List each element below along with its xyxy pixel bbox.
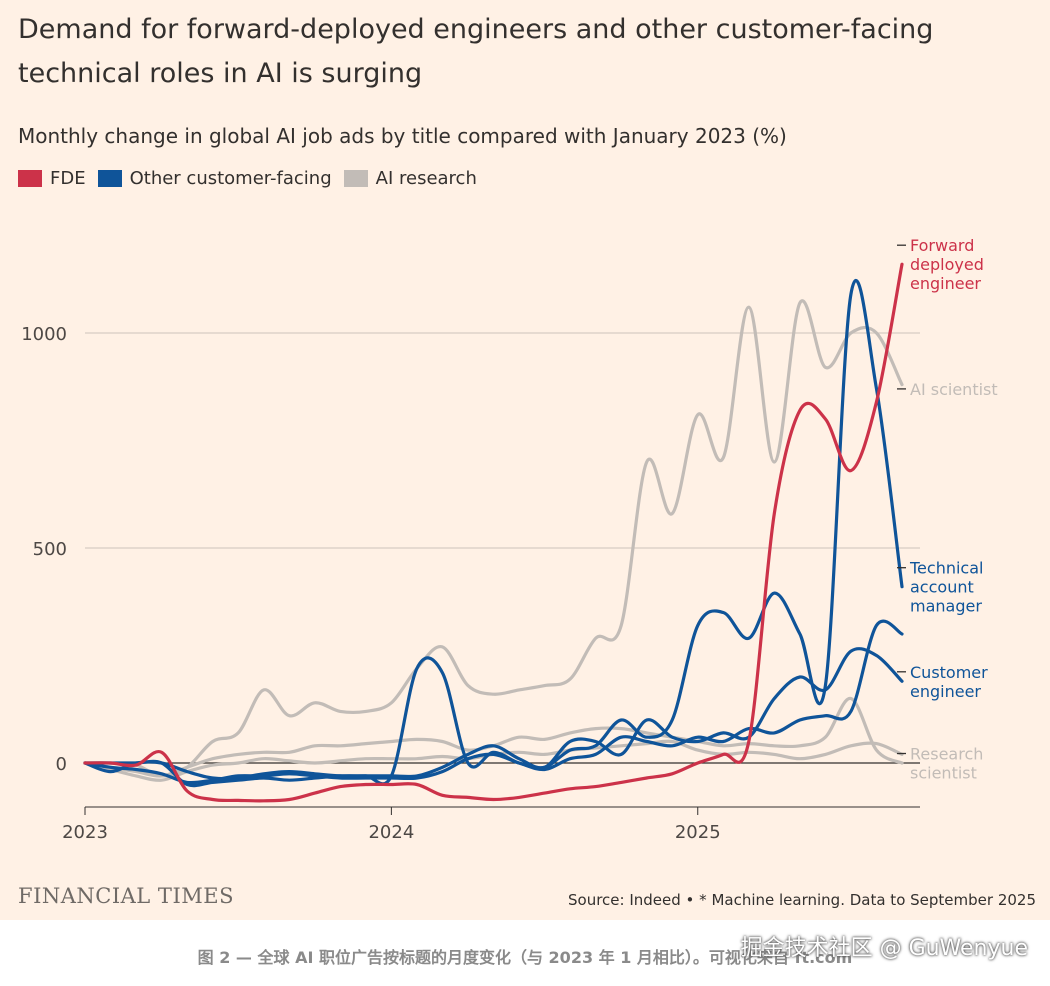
legend-swatch-customer-facing bbox=[97, 170, 122, 187]
legend-swatch-ai-research bbox=[343, 170, 368, 187]
legend-label-ai-research: AI research bbox=[375, 168, 477, 189]
series-label-customer-engineer: Customer engineer bbox=[910, 663, 988, 701]
legend-item-customer-facing: Other customer-facing bbox=[97, 168, 332, 189]
figure-caption: 图 2 — 全球 AI 职位广告按标题的月度变化（与 2023 年 1 月相比）… bbox=[197, 948, 853, 967]
ft-logo: FINANCIAL TIMES bbox=[18, 884, 234, 908]
line-chart: 0 500 1000 2023 2024 2025 Forward deployed engin… bbox=[21, 236, 998, 843]
series-line-ai-scientist bbox=[83, 299, 904, 778]
series-line-research-scientist bbox=[83, 696, 904, 778]
chart-subtitle: Monthly change in global AI job ads by t… bbox=[18, 124, 787, 148]
y-tick-label: 1000 bbox=[21, 324, 67, 345]
y-tick-label: 0 bbox=[56, 754, 67, 775]
chart-title: Demand for forward-deployed engineers an… bbox=[18, 14, 934, 89]
x-tick-label: 2023 bbox=[62, 822, 108, 843]
x-tick-label: 2025 bbox=[675, 822, 721, 843]
legend-label-fde: FDE bbox=[50, 168, 86, 189]
legend-item-fde: FDE bbox=[18, 168, 86, 189]
chart-card: Demand for forward-deployed engineers an… bbox=[0, 0, 1050, 920]
series-label-technical-account-manager: Technical account manager bbox=[909, 559, 983, 616]
series-label-research-scientist: Research scientist bbox=[910, 745, 983, 783]
series-label-forward-deployed-engineer: Forward deployed engineer bbox=[910, 236, 984, 293]
watermark: 掘金技术社区 @ GuWenyue bbox=[740, 936, 1028, 961]
legend: FDE Other customer-facing AI research bbox=[18, 168, 489, 189]
x-tick-label: 2024 bbox=[368, 822, 414, 843]
series-line-technical-account-manager bbox=[83, 278, 904, 786]
legend-item-ai-research: AI research bbox=[343, 168, 477, 189]
source-note: Source: Indeed • * Machine learning. Dat… bbox=[568, 891, 1036, 909]
legend-swatch-fde bbox=[18, 170, 42, 187]
series-line-forward-deployed-engineer bbox=[83, 262, 904, 803]
legend-label-customer-facing: Other customer-facing bbox=[129, 168, 332, 189]
series-line-customer-engineer bbox=[83, 647, 904, 788]
series-line-other-customer-facing-roles bbox=[83, 619, 904, 785]
series-label-ai-scientist: AI scientist bbox=[910, 380, 998, 399]
y-tick-label: 500 bbox=[33, 539, 67, 560]
